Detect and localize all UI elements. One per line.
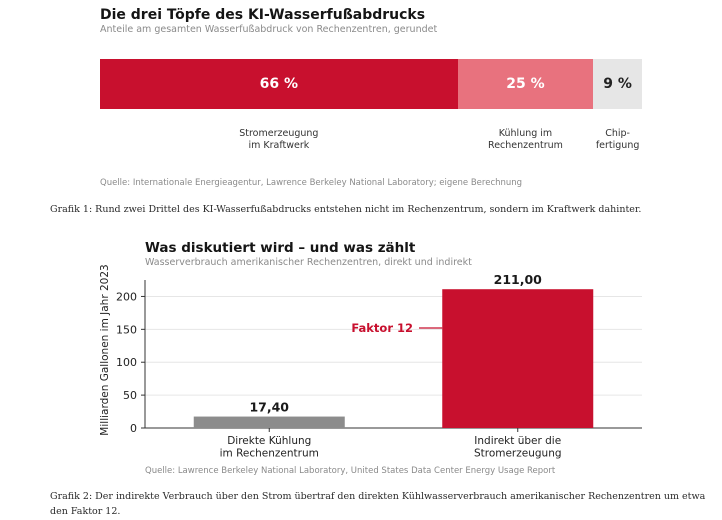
chart1-title: Die drei Töpfe des KI-Wasserfußabdrucks — [100, 7, 426, 23]
stack-segment-value: 66 % — [259, 76, 299, 92]
y-tick-label: 50 — [123, 389, 137, 402]
chart1-source: Quelle: Internationale Energieagentur, L… — [100, 178, 523, 188]
chart2-title: Was diskutiert wird – und was zählt — [145, 240, 416, 256]
bar — [442, 289, 594, 428]
annotation-label: Faktor 12 — [351, 321, 413, 335]
chart1-subtitle: Anteile am gesamten Wasserfußabdruck von… — [100, 24, 438, 35]
stack-segment-value: 25 % — [506, 76, 545, 92]
chart2-caption: Grafik 2: Der indirekte Verbrauch über d… — [50, 491, 706, 517]
stack-segment-label: Chip- fertigung — [595, 128, 640, 151]
stack-segment-3: 9 % — [593, 59, 642, 109]
stack-segment-value: 9 % — [603, 76, 632, 92]
x-tick-label: im Rechenzentrum — [220, 448, 319, 460]
stack-segment-1: 66 % — [100, 59, 458, 109]
x-tick-label: Stromerzeugung — [474, 448, 562, 460]
y-tick-label: 200 — [116, 290, 137, 303]
bar — [193, 416, 345, 428]
chart2-source: Quelle: Lawrence Berkeley National Labor… — [145, 466, 556, 476]
stack-segment-label: Stromerzeugung im Kraftwerk — [239, 128, 319, 151]
x-tick-label: Indirekt über die — [474, 435, 561, 447]
y-axis-label: Milliarden Gallonen im Jahr 2023 — [99, 264, 111, 435]
y-tick-label: 100 — [116, 356, 137, 369]
chart1-caption: Grafik 1: Rund zwei Drittel des KI-Wasse… — [50, 204, 642, 215]
chart2-subtitle: Wasserverbrauch amerikanischer Rechenzen… — [145, 257, 472, 268]
x-tick-label: Direkte Kühlung — [227, 435, 311, 447]
stack-segment-label: Kühlung im Rechenzentrum — [488, 128, 563, 151]
y-tick-label: 0 — [130, 422, 137, 435]
stack-segment-2: 25 % — [457, 59, 594, 109]
bar-value-label: 17,40 — [249, 400, 289, 415]
bar-value-label: 211,00 — [494, 272, 543, 287]
y-tick-label: 150 — [116, 323, 137, 336]
